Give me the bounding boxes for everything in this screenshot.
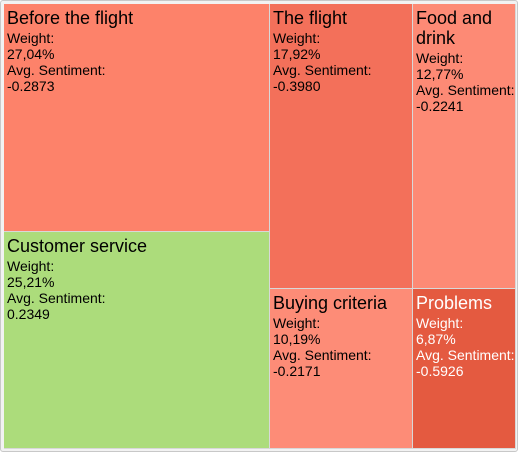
tile-title: Before the flight — [7, 8, 134, 28]
sentiment-label: Avg. Sentiment: — [273, 347, 372, 363]
sentiment-label: Avg. Sentiment: — [7, 62, 106, 78]
weight-value: 10,19% — [273, 331, 321, 347]
sentiment-value: -0.2171 — [273, 363, 321, 379]
tile-title: Food and drink — [416, 8, 493, 48]
tile-title: Customer service — [7, 236, 148, 256]
weight-label: Weight: — [7, 258, 55, 274]
weight-value: 25,21% — [7, 274, 55, 290]
weight-value: 12,77% — [416, 66, 464, 82]
weight-label: Weight: — [416, 50, 464, 66]
sentiment-value: -0.2241 — [416, 98, 464, 114]
treemap: Before the flight Weight: 27,04% Avg. Senti… — [4, 4, 516, 449]
sentiment-label: Avg. Sentiment: — [273, 62, 372, 78]
sentiment-value: 0.2349 — [7, 306, 50, 322]
weight-value: 27,04% — [7, 46, 55, 62]
sentiment-label: Avg. Sentiment: — [416, 82, 515, 98]
sentiment-value: -0.2873 — [7, 78, 55, 94]
tile-title: Problems — [416, 293, 493, 313]
weight-label: Weight: — [273, 315, 321, 331]
weight-label: Weight: — [7, 30, 55, 46]
tile-the-flight[interactable]: The flight Weight: 17,92% Avg. Sentiment: -0… — [270, 4, 413, 289]
sentiment-value: -0.3980 — [273, 78, 321, 94]
weight-label: Weight: — [416, 315, 464, 331]
sentiment-label: Avg. Sentiment: — [416, 347, 515, 363]
sentiment-value: -0.5926 — [416, 363, 464, 379]
tile-customer-service[interactable]: Customer service Weight: 25,21% Avg. Sentim… — [4, 232, 270, 449]
tile-food-and-drink[interactable]: Food and drink Weight: 12,77% Avg. Sentimen… — [413, 4, 516, 289]
weight-label: Weight: — [273, 30, 321, 46]
tile-title: Buying criteria — [273, 293, 388, 313]
sentiment-label: Avg. Sentiment: — [7, 290, 106, 306]
tile-before-the-flight[interactable]: Before the flight Weight: 27,04% Avg. Senti… — [4, 4, 270, 232]
tile-buying-criteria[interactable]: Buying criteria Weight: 10,19% Avg. Sentime… — [270, 289, 413, 449]
weight-value: 17,92% — [273, 46, 321, 62]
tile-problems[interactable]: Problems Weight: 6,87% Avg. Sentiment: -0.59… — [413, 289, 516, 449]
tile-title: The flight — [273, 8, 348, 28]
weight-value: 6,87% — [416, 331, 456, 347]
